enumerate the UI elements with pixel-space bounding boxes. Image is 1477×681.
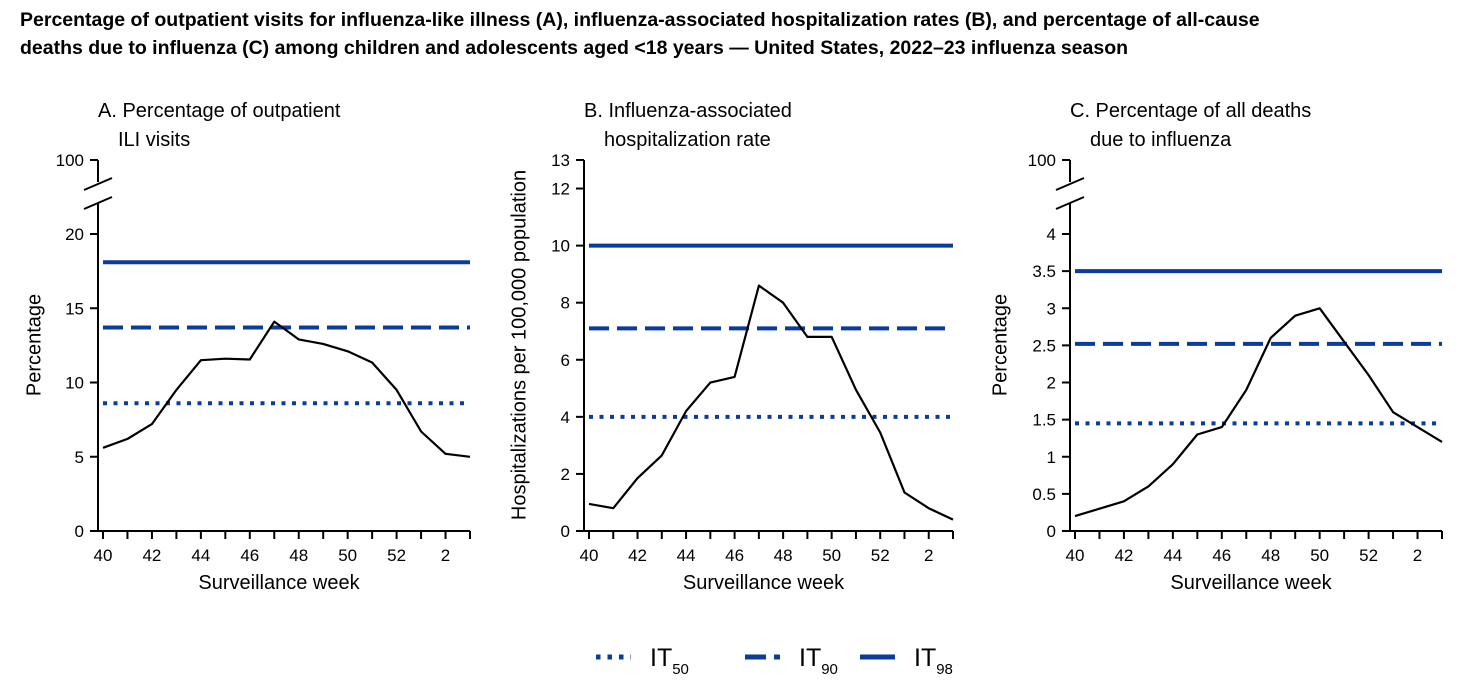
x-axis-label: Surveillance week bbox=[683, 572, 845, 594]
axis-break-mark-upper bbox=[83, 177, 113, 191]
y-tick-label: 1.5 bbox=[1032, 411, 1056, 430]
y-tick-label: 5 bbox=[75, 448, 84, 467]
x-tick-label: 50 bbox=[338, 546, 357, 565]
x-tick-label: 44 bbox=[191, 546, 210, 565]
x-tick-label: 46 bbox=[240, 546, 259, 565]
x-axis-label: Surveillance week bbox=[198, 572, 360, 594]
y-tick-label: 0.5 bbox=[1032, 485, 1056, 504]
y-tick-label: 8 bbox=[561, 294, 570, 313]
x-tick-label: 52 bbox=[387, 546, 406, 565]
y-tick-label: 100 bbox=[1028, 151, 1056, 170]
legend-label-it98: IT98 bbox=[914, 644, 953, 678]
x-tick-label: 50 bbox=[822, 546, 841, 565]
y-tick-label: 3.5 bbox=[1032, 262, 1056, 281]
y-tick-label: 3 bbox=[1047, 299, 1056, 318]
y-tick-label: 0 bbox=[561, 522, 570, 541]
axis-break-mark-upper bbox=[1055, 177, 1085, 191]
legend-label-it50: IT50 bbox=[650, 644, 689, 678]
panel-title-line-1: C. Percentage of all deaths bbox=[1070, 100, 1311, 122]
axis-break-mark-lower bbox=[1055, 196, 1085, 210]
y-tick-label: 0 bbox=[75, 522, 84, 541]
y-tick-label: 0 bbox=[1047, 522, 1056, 541]
y-tick-label: 2.5 bbox=[1032, 336, 1056, 355]
y-tick-label: 2 bbox=[561, 465, 570, 484]
panel-title-line-1: B. Influenza-associated bbox=[584, 100, 792, 122]
y-tick-label: 13 bbox=[551, 151, 570, 170]
series-line-observed bbox=[588, 284, 954, 521]
x-tick-label: 44 bbox=[1163, 546, 1182, 565]
x-tick-label: 2 bbox=[1413, 546, 1422, 565]
panel-title-line-2: due to influenza bbox=[1090, 129, 1232, 151]
x-tick-label: 52 bbox=[1359, 546, 1378, 565]
y-tick-label: 2 bbox=[1047, 374, 1056, 393]
panel-b-hospitalization-rate: B. Influenza-associated hospitalization r… bbox=[508, 100, 954, 594]
panel-a-ili-visits: A. Percentage of outpatient ILI visits 0 5 1… bbox=[23, 100, 471, 594]
panel-c-influenza-deaths: C. Percentage of all deaths due to influe… bbox=[989, 100, 1443, 594]
panel-title-line-1: A. Percentage of outpatient bbox=[98, 100, 341, 122]
y-tick-label: 1 bbox=[1047, 448, 1056, 467]
x-tick-label: 46 bbox=[725, 546, 744, 565]
x-tick-label: 44 bbox=[677, 546, 696, 565]
x-tick-label: 2 bbox=[924, 546, 933, 565]
legend-label-it90: IT90 bbox=[799, 644, 838, 678]
x-tick-label: 50 bbox=[1310, 546, 1329, 565]
x-tick-label: 46 bbox=[1212, 546, 1231, 565]
y-tick-label: 10 bbox=[65, 374, 84, 393]
x-tick-label: 48 bbox=[1261, 546, 1280, 565]
y-tick-label: 100 bbox=[56, 151, 84, 170]
figure-title-line-2: deaths due to influenza (C) among childr… bbox=[20, 37, 1129, 59]
x-tick-label: 40 bbox=[94, 546, 113, 565]
axis-break-mark-lower bbox=[83, 196, 113, 210]
series-line-observed bbox=[102, 320, 471, 458]
x-tick-label: 48 bbox=[774, 546, 793, 565]
x-tick-label: 40 bbox=[580, 546, 599, 565]
series-line-observed bbox=[1074, 307, 1443, 518]
y-axis-label: Hospitalizations per 100,000 population bbox=[508, 170, 530, 520]
x-tick-label: 52 bbox=[871, 546, 890, 565]
x-tick-label: 2 bbox=[441, 546, 450, 565]
y-tick-label: 4 bbox=[561, 408, 570, 427]
y-axis-label: Percentage bbox=[23, 294, 45, 396]
figure-title: Percentage of outpatient visits for infl… bbox=[20, 6, 1460, 62]
y-tick-label: 10 bbox=[551, 237, 570, 256]
y-tick-label: 12 bbox=[551, 180, 570, 199]
x-axis-label: Surveillance week bbox=[1170, 572, 1332, 594]
y-axis-label: Percentage bbox=[989, 294, 1011, 396]
legend: IT50 IT90 IT98 bbox=[596, 644, 953, 678]
figure-title-line-1: Percentage of outpatient visits for infl… bbox=[20, 9, 1260, 31]
x-tick-label: 48 bbox=[289, 546, 308, 565]
panel-title-line-2: ILI visits bbox=[118, 129, 190, 151]
y-tick-label: 4 bbox=[1047, 225, 1056, 244]
x-tick-label: 42 bbox=[628, 546, 647, 565]
x-tick-label: 42 bbox=[1114, 546, 1133, 565]
x-tick-label: 40 bbox=[1066, 546, 1085, 565]
y-tick-label: 15 bbox=[65, 299, 84, 318]
y-tick-label: 6 bbox=[561, 351, 570, 370]
panel-title-line-2: hospitalization rate bbox=[604, 129, 771, 151]
x-tick-label: 42 bbox=[142, 546, 161, 565]
y-tick-label: 20 bbox=[65, 225, 84, 244]
